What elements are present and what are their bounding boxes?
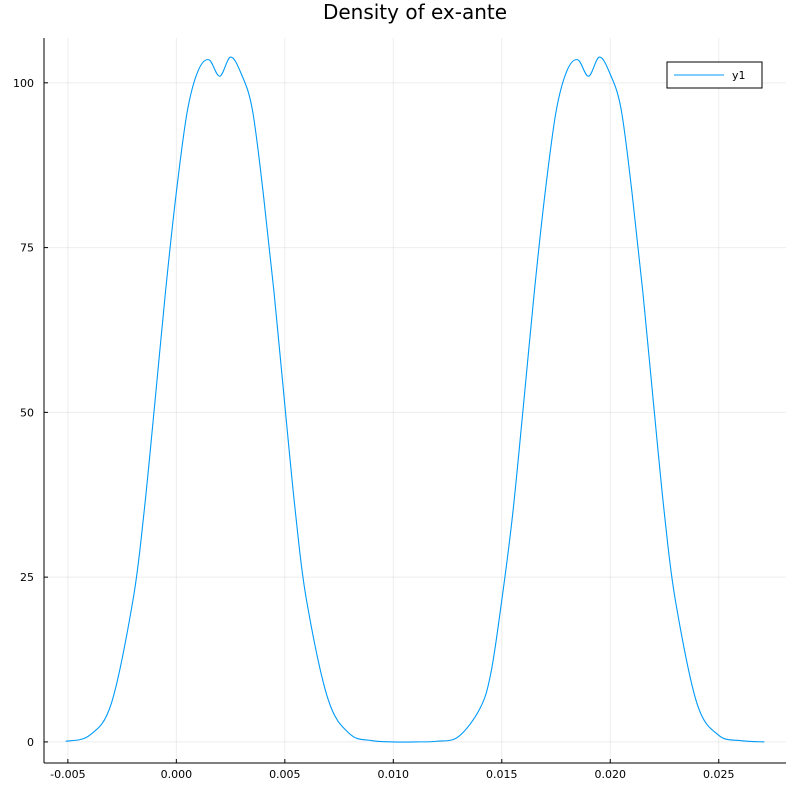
- y-tick-label: 75: [20, 242, 34, 255]
- x-tick-label: 0.010: [378, 768, 410, 781]
- y-tick-label: 100: [13, 77, 34, 90]
- x-tick-label: 0.005: [269, 768, 301, 781]
- series-line-y1: [65, 56, 765, 743]
- series-layer: [65, 56, 765, 743]
- x-tick-label: 0.000: [161, 768, 193, 781]
- axes: -0.005 0.000 0.005 0.010 0.015 0.020 0.025 0 25 5…: [13, 38, 786, 781]
- legend: y1: [666, 61, 763, 89]
- x-tick-label: 0.020: [595, 768, 627, 781]
- grid: [44, 38, 786, 763]
- legend-label: y1: [732, 69, 746, 82]
- x-tick-label: -0.005: [50, 768, 85, 781]
- y-tick-label: 0: [27, 736, 34, 749]
- y-tick-label: 50: [20, 406, 34, 419]
- chart-title: Density of ex-ante: [323, 0, 507, 24]
- x-tick-label: 0.025: [703, 768, 735, 781]
- x-tick-label: 0.015: [486, 768, 518, 781]
- y-tick-label: 25: [20, 571, 34, 584]
